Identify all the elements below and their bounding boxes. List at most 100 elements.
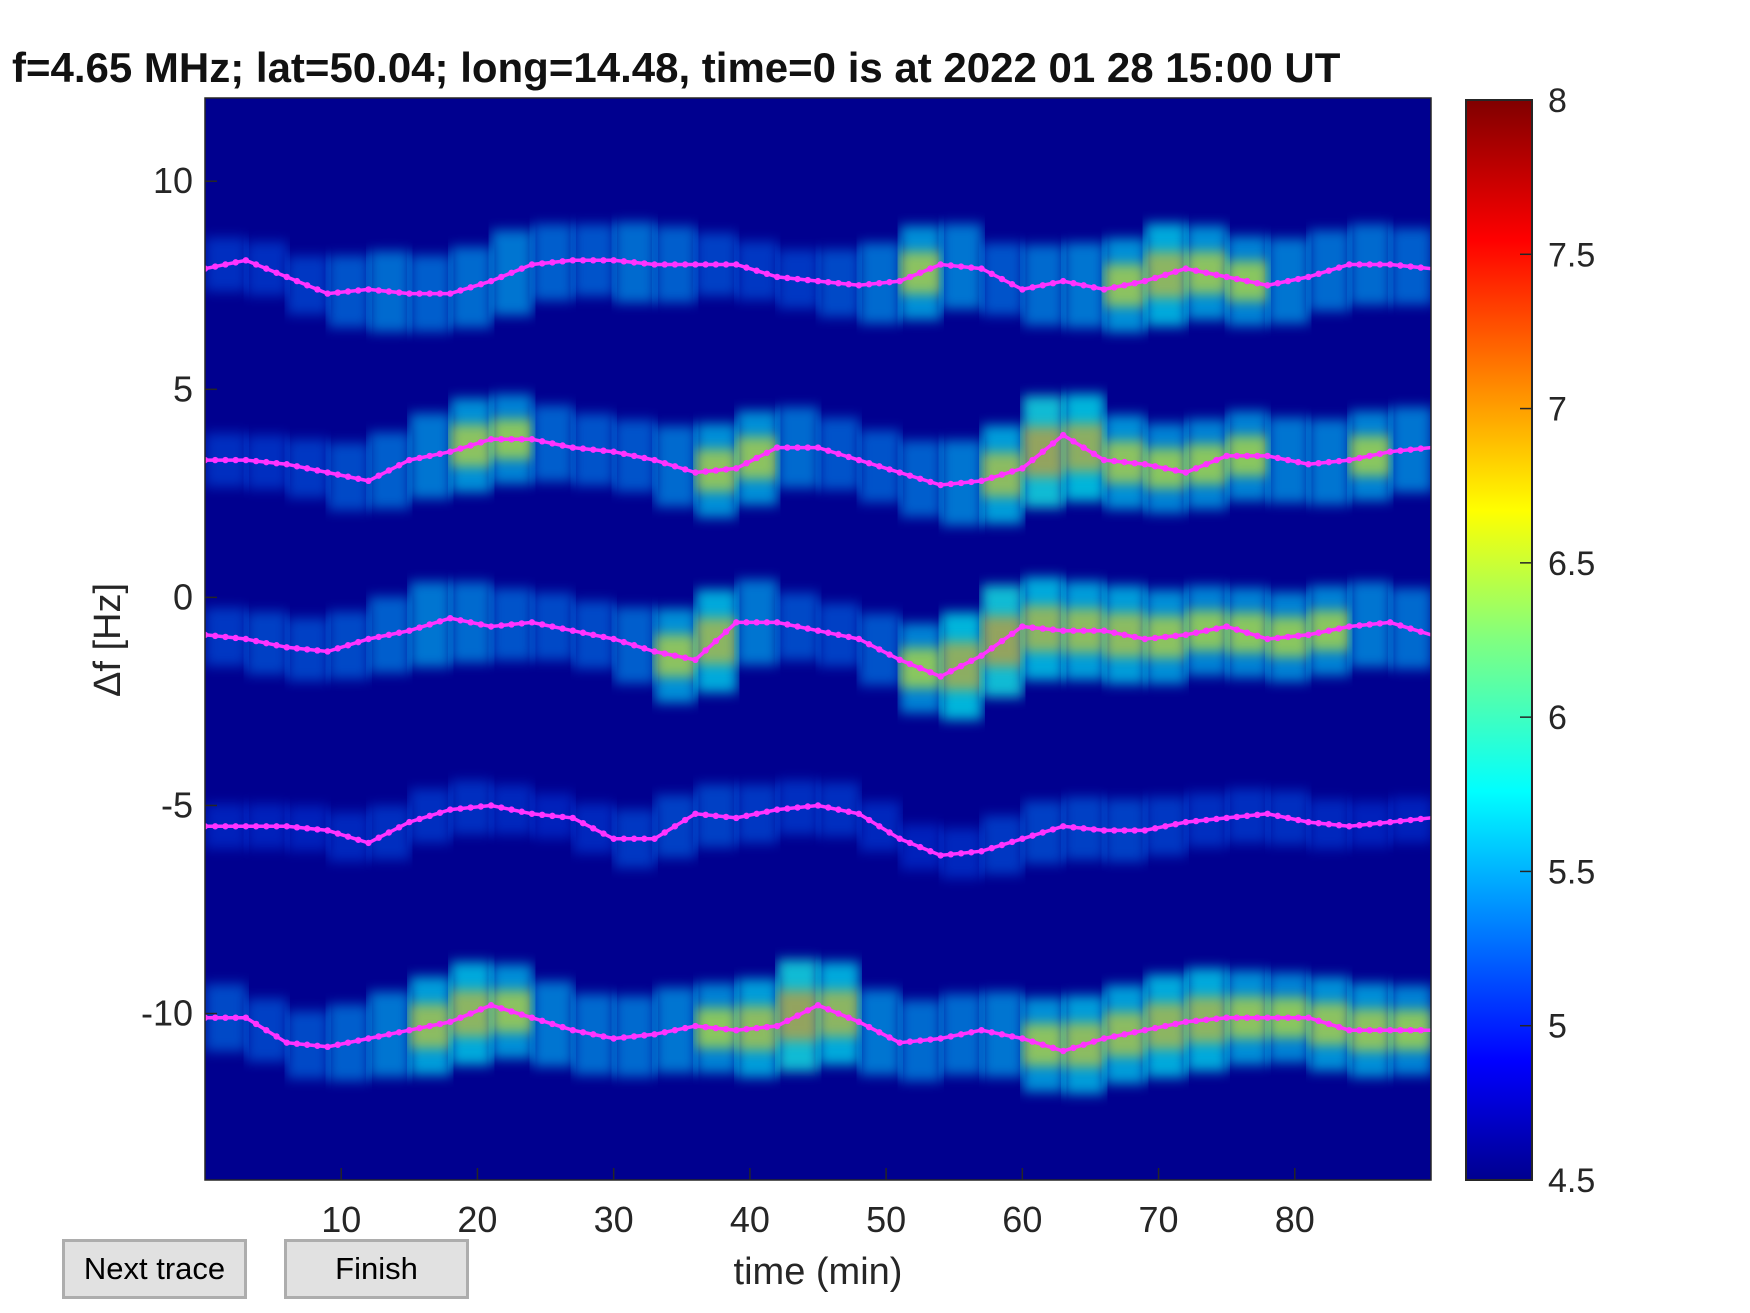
trace-point — [416, 290, 423, 297]
trace-point — [876, 646, 883, 653]
trace-point — [671, 823, 679, 830]
trace-point — [447, 1018, 454, 1026]
trace-point — [518, 1011, 525, 1018]
trace-point — [773, 806, 781, 813]
trace-point — [661, 650, 668, 657]
trace-point — [528, 261, 536, 268]
trace-point — [1182, 1018, 1190, 1026]
trace-point — [1233, 275, 1241, 283]
trace-point — [263, 1026, 270, 1034]
trace-point — [212, 1014, 219, 1021]
finish-button[interactable]: Finish — [284, 1239, 469, 1299]
trace-point — [569, 257, 576, 264]
trace-point — [947, 668, 955, 675]
trace-point — [988, 1029, 995, 1036]
trace-point — [324, 648, 331, 655]
trace-point — [794, 444, 801, 451]
trace-point — [487, 1002, 495, 1009]
trace-point — [252, 637, 260, 645]
trace-point — [395, 629, 403, 636]
x-tick-label: 50 — [866, 1199, 906, 1240]
trace-point — [426, 1022, 433, 1030]
trace-point — [1121, 458, 1128, 466]
trace-point — [804, 444, 811, 451]
trace-point — [906, 273, 914, 281]
trace-point — [733, 465, 740, 472]
trace-point — [845, 633, 852, 641]
trace-point — [498, 622, 505, 629]
trace-point — [477, 1006, 485, 1013]
trace-point — [1060, 627, 1067, 634]
trace-point — [365, 635, 372, 643]
trace-point — [1233, 452, 1241, 460]
trace-point — [355, 1037, 362, 1044]
next-trace-button[interactable]: Next trace — [62, 1239, 247, 1299]
colorbar-tick-label: 4.5 — [1548, 1162, 1595, 1200]
trace-point — [1386, 1026, 1394, 1034]
trace-point — [784, 621, 791, 628]
trace-point — [794, 804, 801, 811]
trace-point — [263, 458, 270, 466]
trace-point — [814, 627, 822, 634]
trace-point — [1233, 1014, 1241, 1021]
trace-point — [1335, 1023, 1343, 1031]
trace-point — [702, 468, 709, 475]
trace-point — [569, 444, 576, 451]
trace-point — [671, 1026, 679, 1034]
trace-point — [927, 848, 934, 855]
trace-point — [579, 257, 587, 264]
trace-point — [630, 452, 638, 460]
trace-point — [569, 627, 576, 634]
trace-point — [416, 815, 423, 823]
trace-point — [1366, 1026, 1373, 1034]
trace-point — [712, 261, 720, 268]
trace-point — [477, 281, 485, 288]
trace-point — [763, 619, 771, 626]
trace-point — [1182, 631, 1190, 639]
colorbar-tick-label: 7.5 — [1548, 236, 1595, 274]
trace-point — [1203, 816, 1210, 824]
trace-point — [1029, 624, 1036, 631]
trace-point — [998, 471, 1006, 478]
trace-point — [1274, 279, 1281, 287]
trace-point — [702, 811, 709, 819]
trace-point — [426, 812, 433, 820]
x-tick-label: 70 — [1139, 1199, 1179, 1240]
trace-point — [242, 635, 250, 643]
trace-point — [733, 619, 740, 626]
trace-point — [1172, 632, 1179, 640]
x-tick-label: 80 — [1275, 1199, 1315, 1240]
trace-point — [457, 805, 464, 812]
trace-point — [477, 621, 485, 628]
trace-point — [681, 816, 689, 824]
trace-point — [1223, 623, 1230, 630]
trace-point — [1243, 452, 1251, 460]
trace-point — [804, 625, 811, 632]
trace-point — [733, 261, 740, 268]
chart-title: f=4.65 MHz; lat=50.04; long=14.48, time=… — [12, 44, 1341, 91]
trace-point — [303, 1041, 311, 1048]
trace-point — [1111, 1033, 1118, 1040]
trace-point — [283, 823, 290, 830]
trace-point — [988, 645, 995, 652]
trace-point — [375, 1033, 382, 1040]
trace-point — [559, 442, 566, 449]
trace-point — [937, 852, 944, 859]
trace-point — [906, 839, 914, 847]
trace-point — [498, 1005, 505, 1012]
y-tick-label: 10 — [153, 160, 193, 201]
trace-point — [773, 1022, 781, 1030]
trace-point — [447, 806, 454, 813]
trace-point — [763, 449, 771, 456]
trace-point — [355, 836, 362, 843]
trace-point — [538, 1017, 546, 1025]
trace-point — [303, 465, 311, 472]
trace-point — [671, 463, 679, 470]
trace-point — [722, 466, 730, 473]
trace-point — [835, 279, 842, 287]
x-axis-label: time (min) — [734, 1251, 903, 1293]
trace-point — [487, 802, 495, 809]
trace-point — [1090, 627, 1098, 634]
trace-point — [426, 621, 433, 628]
trace-point — [1151, 825, 1159, 832]
